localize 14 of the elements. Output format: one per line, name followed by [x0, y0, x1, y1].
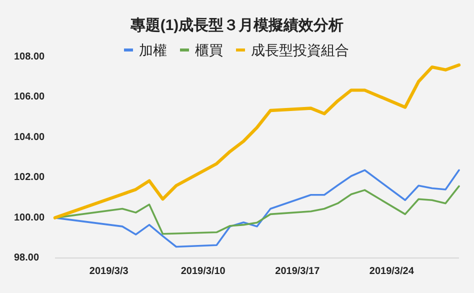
- x-tick-label: 2019/3/17: [275, 266, 320, 277]
- y-tick-label: 104.00: [14, 132, 46, 143]
- legend-label: 櫃買: [195, 42, 223, 58]
- y-tick-label: 100.00: [14, 212, 46, 224]
- y-tick-label: 106.00: [14, 92, 46, 103]
- x-tick-label: 2019/3/10: [180, 266, 226, 277]
- title: 專題(1)成長型３月模擬績效分析: [130, 17, 344, 34]
- x-tick-label: 2019/3/24: [369, 266, 414, 277]
- y-tick-label: 108.00: [14, 52, 46, 62]
- y-tick-label: 98.00: [14, 252, 40, 264]
- x-tick-label: 2019/3/3: [89, 266, 129, 277]
- legend-label: 加權: [139, 42, 167, 58]
- legend-label: 成長型投資組合: [251, 42, 349, 58]
- y-tick-label: 102.00: [14, 172, 46, 184]
